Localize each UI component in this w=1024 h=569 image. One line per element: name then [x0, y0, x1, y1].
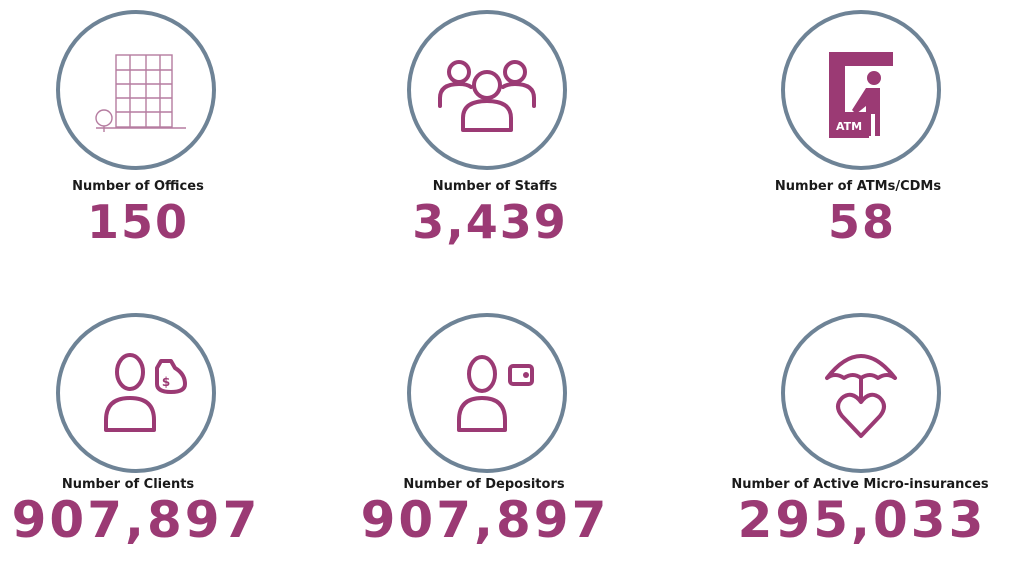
stat-label: Number of Depositors — [403, 477, 564, 492]
stat-value: 295,033 — [738, 491, 987, 549]
insurance-icon — [825, 354, 897, 438]
stat-value: 150 — [87, 195, 189, 249]
stat-label: Number of ATMs/CDMs — [775, 179, 941, 194]
icon-ring — [56, 313, 216, 473]
stat-value: 907,897 — [361, 491, 610, 549]
icon-ring — [407, 10, 567, 170]
staff-icon — [438, 60, 536, 132]
depositors-icon — [457, 355, 534, 432]
stat-value: 58 — [828, 195, 896, 249]
stat-label: Number of Staffs — [433, 179, 558, 194]
stat-value: 907,897 — [12, 491, 261, 549]
rings — [56, 10, 941, 473]
stat-value: 3,439 — [412, 195, 568, 249]
stat-label: Number of Active Micro-insurances — [731, 477, 989, 492]
icon-ring — [407, 313, 567, 473]
atm-icon: ATM — [829, 52, 893, 138]
icon-text: ATM — [836, 120, 862, 133]
stat-label: Number of Offices — [72, 179, 204, 194]
building-icon — [95, 54, 186, 132]
icon-text: $ — [162, 375, 170, 389]
icon-ring — [781, 10, 941, 170]
stat-label: Number of Clients — [62, 477, 195, 492]
clients-icon: $ — [104, 353, 187, 432]
icon-ring — [56, 10, 216, 170]
